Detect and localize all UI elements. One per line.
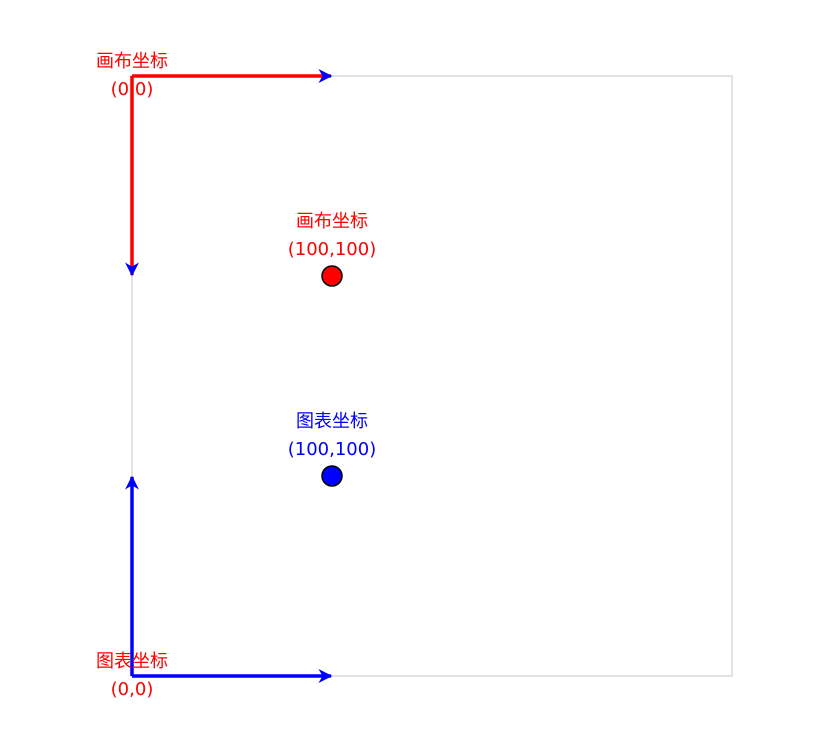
chart-point-title: 图表坐标 [296,411,368,432]
plot-frame [131,75,733,677]
canvas-origin-title: 画布坐标 [96,51,168,72]
canvas-origin-coord: (0,0) [110,79,154,100]
chart-point-marker [321,465,343,487]
canvas-point-marker [321,265,343,287]
chart-point-coord: (100,100) [287,439,377,460]
canvas-point-title: 画布坐标 [296,211,368,232]
canvas-point-coord: (100,100) [287,239,377,260]
chart-origin-title: 图表坐标 [96,651,168,672]
chart-origin-coord: (0,0) [110,679,154,700]
